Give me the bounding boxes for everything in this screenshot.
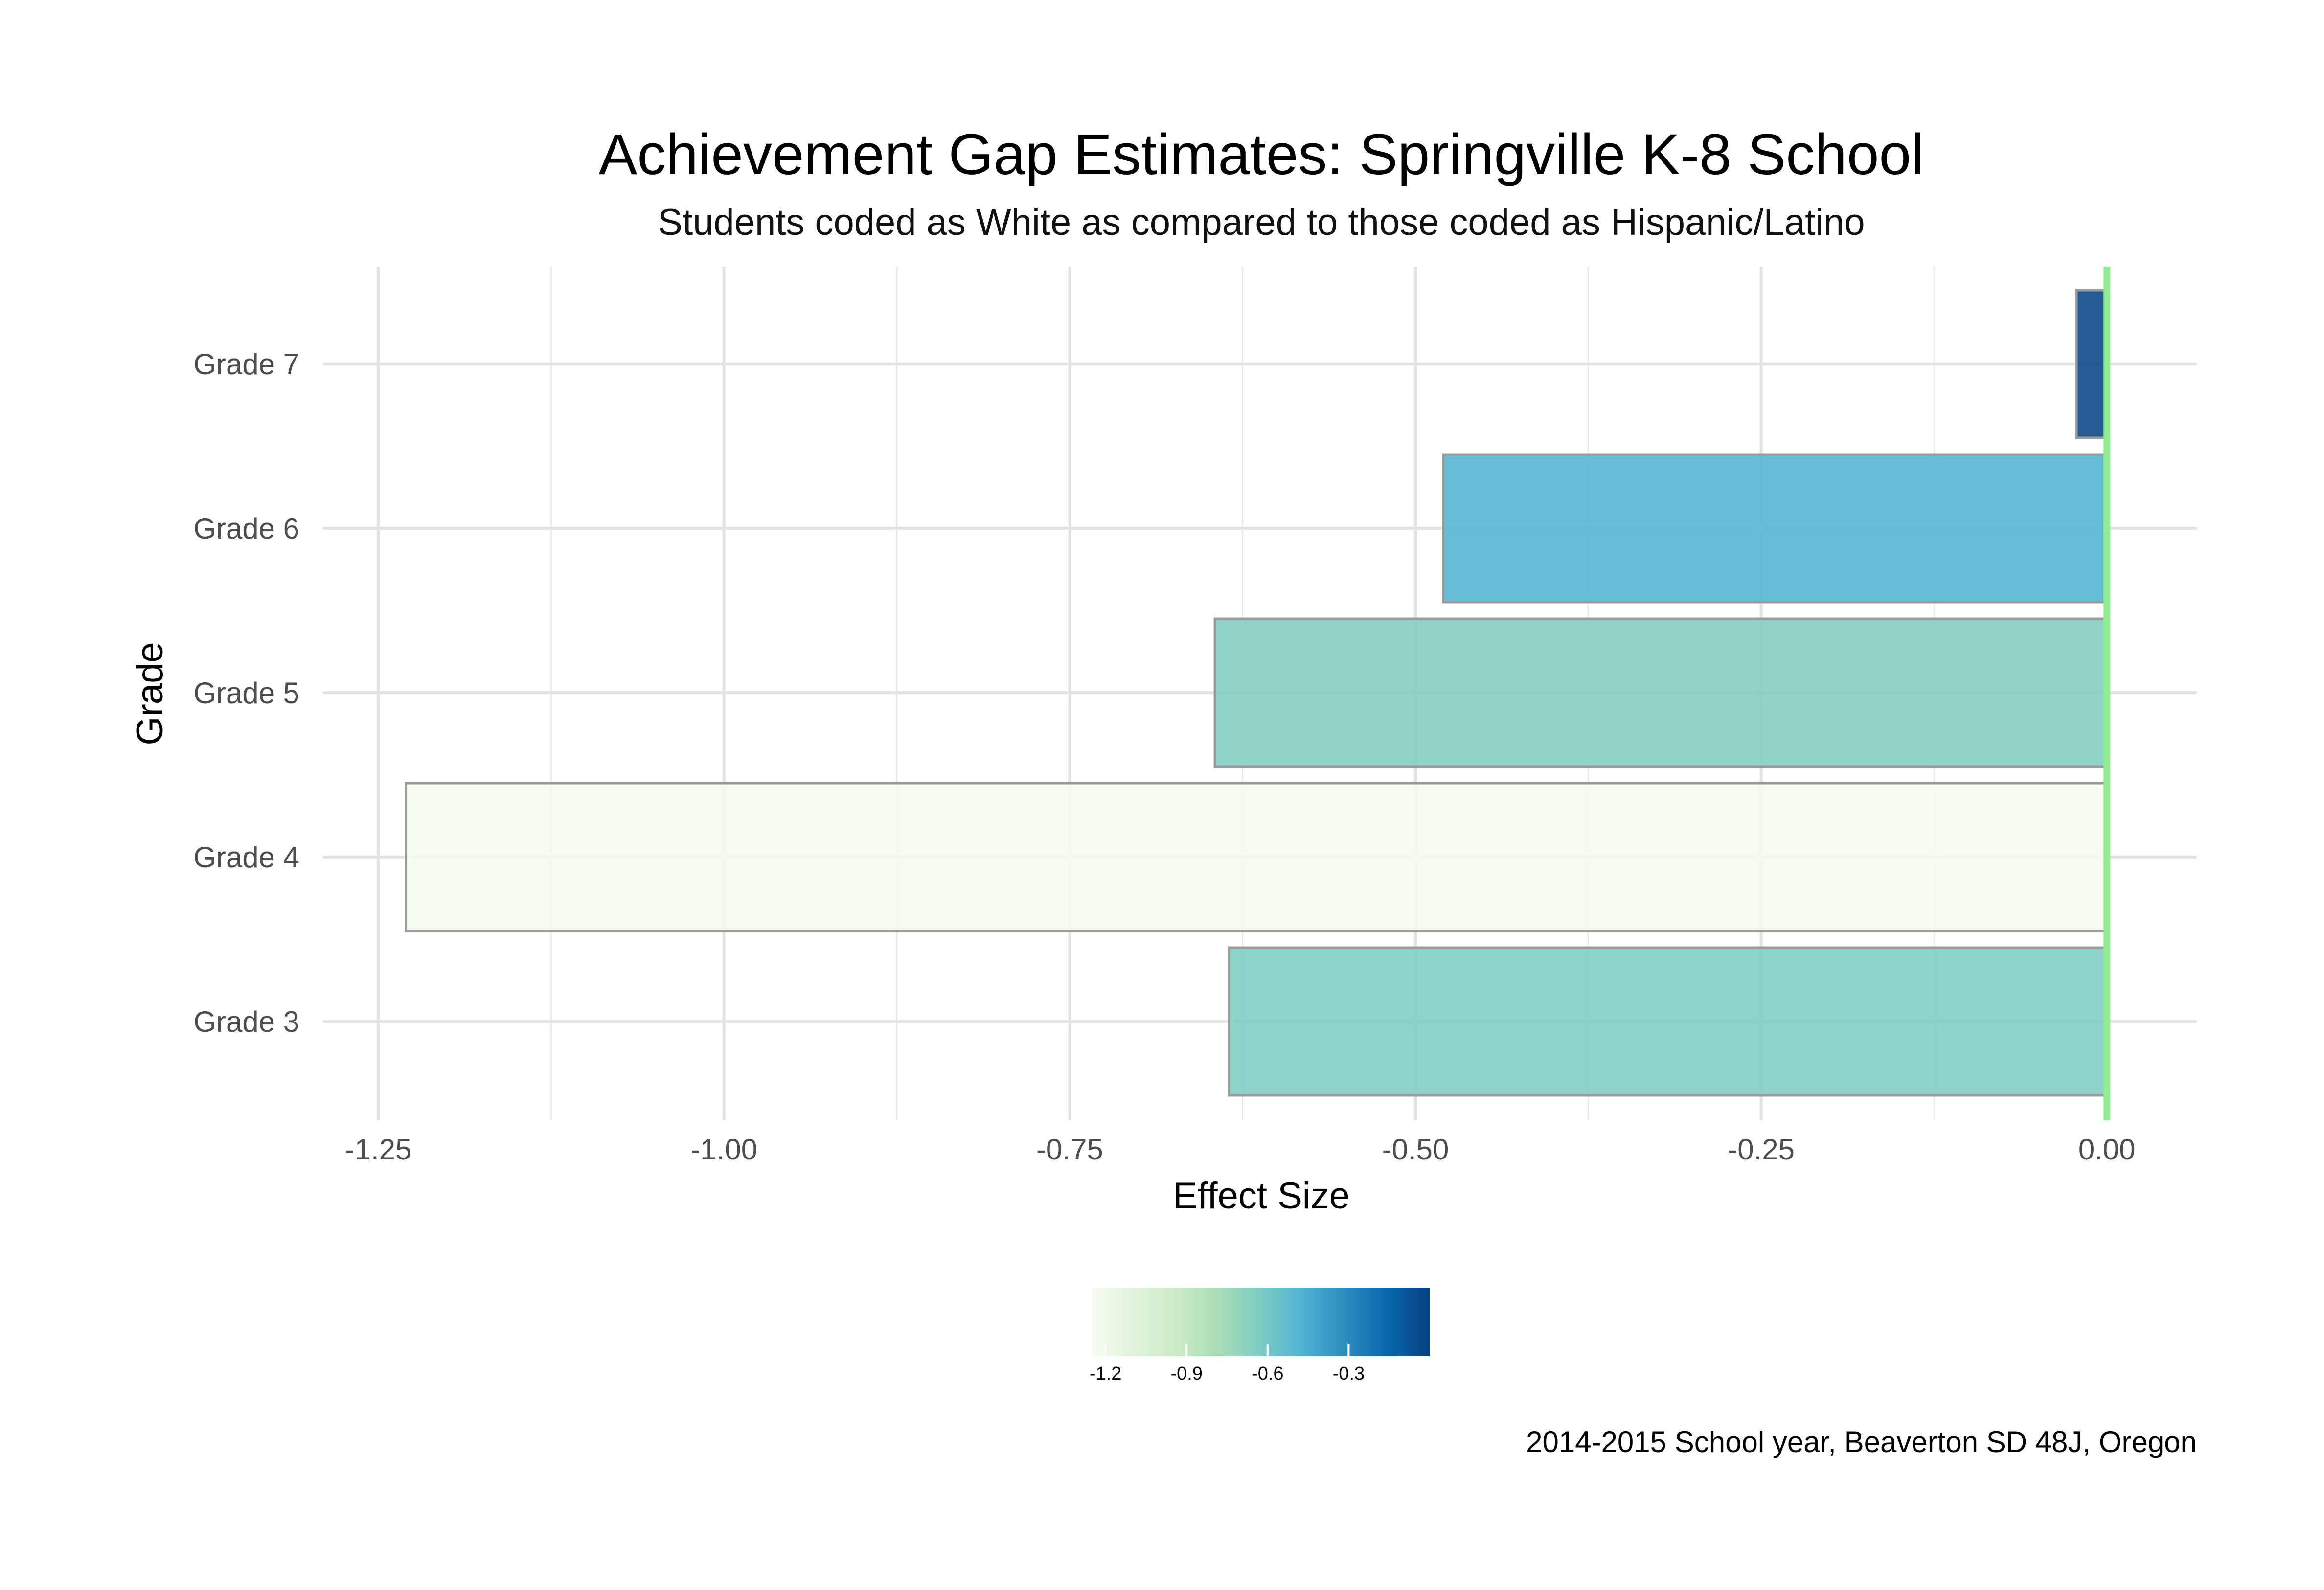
y-tick-label: Grade 7 [193, 348, 299, 381]
bar-grade-7 [2075, 289, 2108, 439]
y-tick-label: Grade 5 [193, 677, 299, 709]
x-tick-label: -0.75 [1036, 1133, 1103, 1166]
colorbar-gradient [1092, 1288, 1430, 1356]
y-tick-label: Grade 3 [193, 1005, 299, 1038]
chart-subtitle: Students coded as White as compared to t… [658, 202, 1865, 243]
colorbar-tick-label: -0.9 [1170, 1363, 1202, 1384]
colorbar-tick-label: -0.6 [1252, 1363, 1283, 1384]
bar-grade-6 [1442, 453, 2108, 604]
x-tick-label: -0.50 [1382, 1133, 1449, 1166]
bar-grade-4 [405, 782, 2108, 932]
chart-title: Achievement Gap Estimates: Springville K… [599, 122, 1924, 187]
colorbar-tick-label: -1.2 [1090, 1363, 1121, 1384]
axis-layer: -1.25 -1.00 -0.75 -0.50 -0.25 0.00 Grade 3 Grad… [193, 348, 2135, 1166]
colorbar-legend: -1.2 -0.9 -0.6 -0.3 [1090, 1288, 1430, 1384]
y-tick-label: Grade 4 [193, 841, 299, 874]
y-tick-label: Grade 6 [193, 512, 299, 545]
colorbar-tick-label: -0.3 [1333, 1363, 1365, 1384]
chart-caption: 2014-2015 School year, Beaverton SD 48J,… [1526, 1426, 2197, 1458]
x-tick-label: -1.00 [690, 1133, 757, 1166]
bars-layer [405, 289, 2108, 1097]
x-tick-label: -1.25 [345, 1133, 412, 1166]
bar-grade-3 [1227, 946, 2108, 1097]
x-tick-label: -0.25 [1728, 1133, 1795, 1166]
y-axis-title: Grade [129, 642, 171, 745]
bar-grade-5 [1213, 617, 2108, 768]
x-tick-label: 0.00 [2078, 1133, 2136, 1166]
x-axis-title: Effect Size [1173, 1175, 1350, 1217]
